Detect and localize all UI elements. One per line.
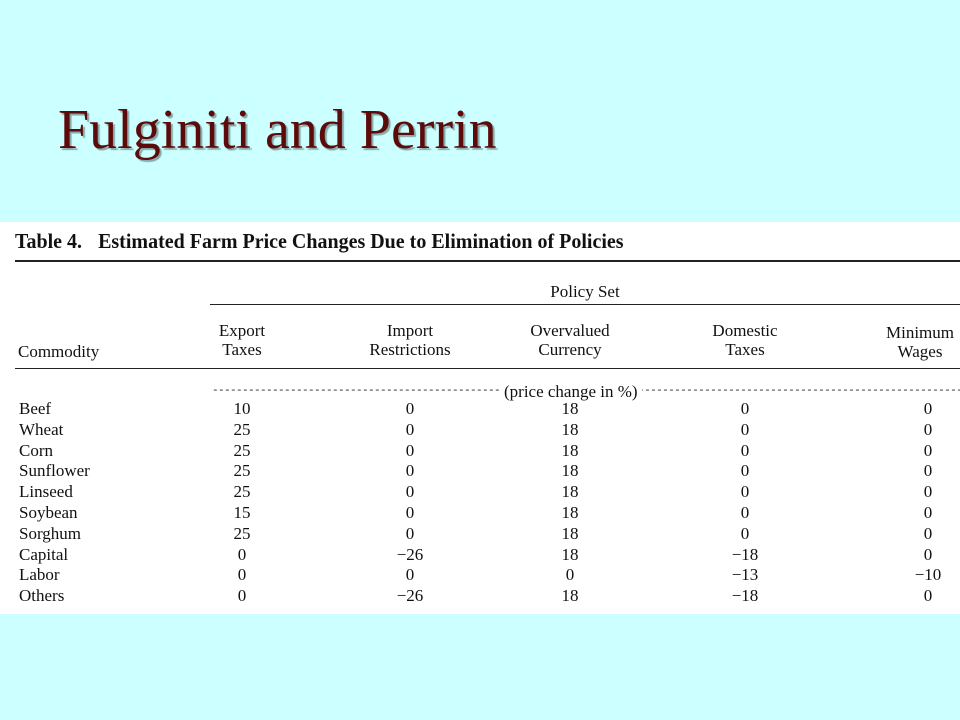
table-cell: 25 — [233, 419, 251, 439]
table-cell: 0 — [405, 399, 415, 418]
table-cell: 18 — [561, 544, 579, 564]
table-cell: 0 — [923, 523, 933, 543]
table-cell: 0 — [923, 586, 933, 606]
table-row: Labor 0 0 0 −13 −10 — [0, 565, 960, 586]
table-row: Others 0 −26 18 −18 0 — [0, 586, 960, 607]
commodity-name: Beef — [19, 399, 52, 418]
table-cell: 0 — [923, 544, 933, 564]
column-header-domestic-taxes: Domestic Taxes — [712, 321, 778, 359]
commodity-name: Linseed — [19, 482, 73, 502]
table-caption-text: Estimated Farm Price Changes Due to Elim… — [98, 230, 624, 254]
table-cell: 18 — [561, 419, 579, 439]
table-row: Beef 10 0 18 0 0 — [0, 399, 960, 420]
table-cell: 15 — [233, 503, 251, 522]
table-row: Linseed 25 0 18 0 0 — [0, 482, 960, 503]
group-rule — [210, 304, 960, 305]
table-row: Wheat 25 0 18 0 0 — [0, 420, 960, 441]
table-cell: 18 — [561, 523, 579, 543]
column-header-minimum-wages: Minimum Wages — [885, 323, 954, 361]
table-cell: 0 — [740, 399, 750, 418]
table-cell: 0 — [923, 399, 933, 418]
table-number: Table 4. — [15, 230, 83, 254]
table-cell: 18 — [561, 586, 579, 606]
table-image: Table 4. Estimated Farm Price Changes Due… — [0, 222, 960, 614]
table-cell: 0 — [923, 419, 933, 439]
group-header: Policy Set — [550, 282, 620, 301]
table-row: Soybean 15 0 18 0 0 — [0, 503, 960, 524]
table-cell: 0 — [740, 440, 750, 460]
table-cell: −13 — [731, 565, 759, 585]
table-caption: Table 4. Estimated Farm Price Changes Due… — [15, 231, 624, 255]
column-header-overvalued-currency: Overvalued Currency — [530, 321, 610, 359]
table-cell: 25 — [233, 440, 251, 460]
commodity-name: Sorghum — [19, 523, 82, 543]
table-cell: 0 — [405, 461, 415, 481]
table-cell: 0 — [405, 482, 415, 502]
table-cell: −26 — [396, 544, 424, 564]
table-cell: 0 — [405, 440, 415, 460]
column-header-export-taxes: Export Taxes — [218, 321, 266, 359]
header-rule — [15, 368, 960, 369]
commodity-name: Labor — [19, 565, 60, 585]
table-cell: 0 — [923, 503, 933, 522]
table-cell: 0 — [740, 461, 750, 481]
table-cell: 0 — [923, 482, 933, 502]
table-cell: 0 — [405, 503, 415, 522]
table-cell: 0 — [565, 565, 575, 585]
table-cell: 10 — [233, 399, 251, 418]
table-row: Sorghum 25 0 18 0 0 — [0, 524, 960, 545]
table-cell: 0 — [923, 461, 933, 481]
commodity-name: Capital — [19, 544, 69, 564]
table-cell: 18 — [561, 440, 579, 460]
table-cell: 0 — [237, 586, 247, 606]
table-cell: 0 — [237, 565, 247, 585]
slide-title: Fulginiti and Perrin — [58, 99, 497, 161]
table-cell: 25 — [233, 523, 251, 543]
table-cell: 0 — [740, 419, 750, 439]
table-cell: 25 — [233, 482, 251, 502]
commodity-name: Wheat — [19, 419, 64, 439]
table-row: Capital 0 −26 18 −18 0 — [0, 545, 960, 566]
table-row: Corn 25 0 18 0 0 — [0, 441, 960, 462]
table-cell: 18 — [561, 399, 579, 418]
table-cell: 0 — [740, 482, 750, 502]
table-cell: 25 — [233, 461, 251, 481]
table-cell: 0 — [237, 544, 247, 564]
table-cell: 18 — [561, 482, 579, 502]
table-cell: 0 — [740, 523, 750, 543]
commodity-name: Corn — [19, 440, 53, 460]
commodity-name: Sunflower — [19, 461, 90, 481]
commodity-name: Others — [19, 586, 65, 606]
table-cell: −10 — [914, 565, 942, 585]
table-cell: 0 — [405, 419, 415, 439]
table-cell: 0 — [740, 503, 750, 522]
table-cell: 0 — [405, 565, 415, 585]
column-header-import-restrictions: Import Restrictions — [369, 321, 451, 359]
table-row: Sunflower 25 0 18 0 0 — [0, 461, 960, 482]
units-label: (price change in %) — [500, 382, 642, 402]
table-cell: 0 — [923, 440, 933, 460]
commodity-name: Soybean — [19, 503, 78, 522]
stub-header: Commodity — [18, 342, 100, 361]
table-cell: 18 — [561, 503, 579, 522]
table-cell: 0 — [405, 523, 415, 543]
top-rule — [15, 260, 960, 262]
table-cell: −18 — [731, 544, 759, 564]
table-cell: 18 — [561, 461, 579, 481]
table-cell: −26 — [396, 586, 424, 606]
table-cell: −18 — [731, 586, 759, 606]
